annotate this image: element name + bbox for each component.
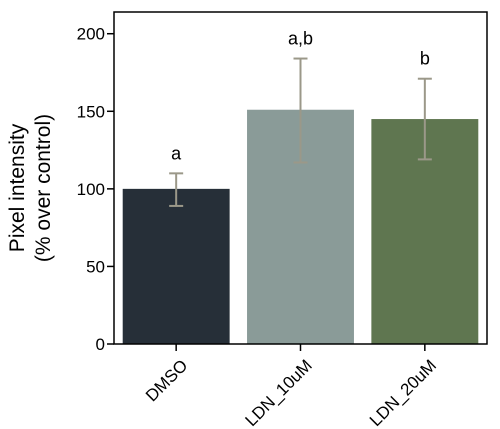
significance-labels-group: a a,b b — [171, 29, 430, 164]
error-bars-group — [169, 57, 432, 207]
y-tick-label: 50 — [86, 257, 105, 276]
bar-dmso — [122, 188, 230, 344]
y-axis-label-line-1: Pixel intensity — [6, 123, 29, 252]
error-bar-dmso — [169, 172, 184, 207]
x-tick-label: DMSO — [142, 356, 191, 405]
x-axis: DMSO LDN_10uM LDN_20uM — [142, 344, 440, 429]
plot-frame — [113, 11, 488, 345]
error-bar-ldn_20um — [417, 77, 432, 161]
x-tick-label: LDN_20uM — [366, 356, 440, 429]
y-axis-label: Pixel intensity (% over control) — [6, 114, 55, 262]
x-tick-label: LDN_10uM — [242, 356, 316, 429]
y-tick-label: 150 — [77, 102, 105, 121]
significance-label-ldn_20um: b — [420, 49, 430, 69]
significance-label-ldn_10um: a,b — [288, 29, 313, 49]
significance-label-dmso: a — [171, 143, 182, 163]
y-tick-label: 200 — [77, 25, 105, 44]
y-tick-label: 0 — [96, 335, 105, 354]
y-tick-label: 100 — [77, 180, 105, 199]
y-axis-label-line-2: (% over control) — [32, 114, 55, 262]
y-axis: 0 50 100 150 200 — [77, 25, 114, 354]
error-bar-ldn_10um — [293, 57, 308, 164]
